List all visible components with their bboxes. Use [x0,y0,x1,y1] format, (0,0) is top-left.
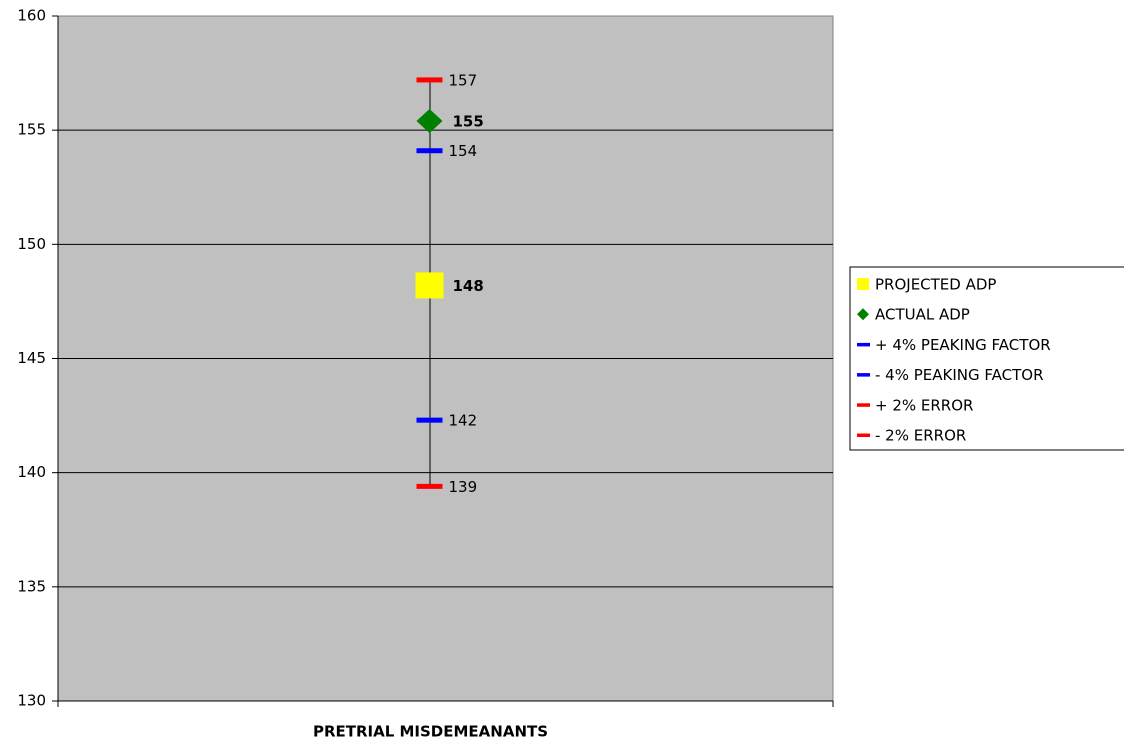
y-tick-label: 145 [17,349,46,367]
data-label: 142 [449,412,478,430]
legend-label: ACTUAL ADP [875,306,970,324]
legend-label: PROJECTED ADP [875,276,996,294]
legend-label: - 2% ERROR [875,427,966,445]
marker-square [415,272,444,299]
legend-label: - 4% PEAKING FACTOR [875,366,1044,384]
y-tick-label: 160 [17,7,46,25]
legend-swatch [857,403,870,407]
legend-swatch [857,342,870,347]
data-label: 139 [449,478,478,496]
legend [849,266,1124,451]
y-tick-label: 155 [17,121,46,139]
data-label: 154 [449,142,478,160]
marker-dash [416,417,443,423]
y-tick-label: 150 [17,235,46,253]
legend-swatch [857,278,869,290]
marker-dash [416,77,443,83]
x-tick-label: PRETRIAL MISDEMEANANTS [313,723,548,741]
y-tick-label: 140 [17,463,46,481]
data-label: 155 [453,113,484,131]
y-tick-label: 130 [17,692,46,710]
data-label: 157 [449,71,478,89]
legend-label: + 2% ERROR [875,396,973,414]
legend-swatch [857,433,870,437]
marker-diamond [416,109,443,134]
legend-label: + 4% PEAKING FACTOR [875,336,1051,354]
legend-swatch [857,373,870,377]
y-tick-label: 135 [17,577,46,595]
marker-dash [416,483,443,489]
legend-swatch [857,308,869,321]
marker-dash [416,148,443,154]
data-label: 148 [453,277,484,295]
